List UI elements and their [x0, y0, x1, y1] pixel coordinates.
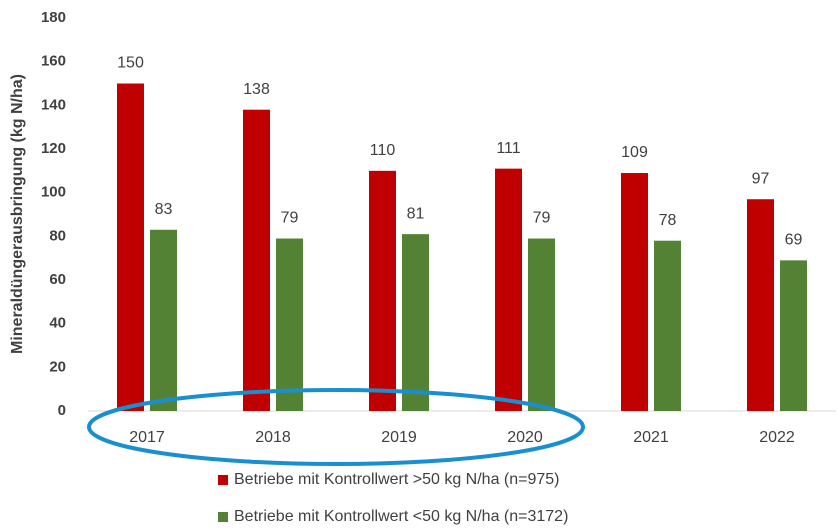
y-tick-label: 120 [41, 140, 66, 157]
y-tick-label: 100 [41, 184, 66, 201]
y-tick-label: 140 [41, 96, 66, 113]
bar [117, 83, 144, 411]
bar [243, 109, 270, 411]
x-tick-label: 2019 [381, 429, 417, 446]
bar [621, 173, 648, 411]
bar [528, 238, 555, 411]
bar [276, 238, 303, 411]
highlight-ellipse [87, 388, 585, 466]
data-label: 111 [496, 140, 520, 157]
data-label: 79 [281, 210, 299, 227]
x-tick-label: 2022 [759, 429, 795, 446]
bar [747, 199, 774, 411]
legend-swatch [218, 475, 228, 485]
y-tick-label: 20 [49, 358, 66, 375]
y-axis-label: Mineraldüngerausbringung (kg N/ha) [9, 74, 26, 354]
data-label: 109 [621, 144, 648, 161]
x-tick-label: 2017 [129, 429, 165, 446]
data-label: 97 [752, 170, 770, 187]
y-tick-label: 60 [49, 271, 66, 288]
legend-label: Betriebe mit Kontrollwert <50 kg N/ha (n… [234, 508, 568, 525]
y-tick-label: 160 [41, 53, 66, 70]
data-label: 83 [155, 201, 173, 218]
data-label: 138 [243, 81, 270, 98]
data-label: 78 [659, 212, 677, 229]
bar [402, 234, 429, 411]
y-tick-label: 80 [49, 227, 66, 244]
data-label: 110 [370, 142, 396, 159]
bar [780, 260, 807, 411]
data-label: 69 [785, 232, 803, 249]
y-tick-label: 180 [41, 9, 66, 26]
x-tick-label: 2021 [633, 429, 669, 446]
x-tick-label: 2020 [507, 429, 543, 446]
data-label: 150 [117, 55, 144, 72]
bar [495, 168, 522, 411]
data-label: 81 [407, 205, 425, 222]
y-tick-label: 40 [49, 315, 66, 332]
x-tick-label: 2018 [255, 429, 291, 446]
data-label: 79 [533, 210, 551, 227]
bar [150, 229, 177, 411]
bar [654, 240, 681, 411]
bar [369, 170, 396, 411]
legend-label: Betriebe mit Kontrollwert >50 kg N/ha (n… [234, 471, 560, 488]
legend-swatch [218, 512, 228, 522]
y-tick-label: 0 [58, 402, 66, 419]
